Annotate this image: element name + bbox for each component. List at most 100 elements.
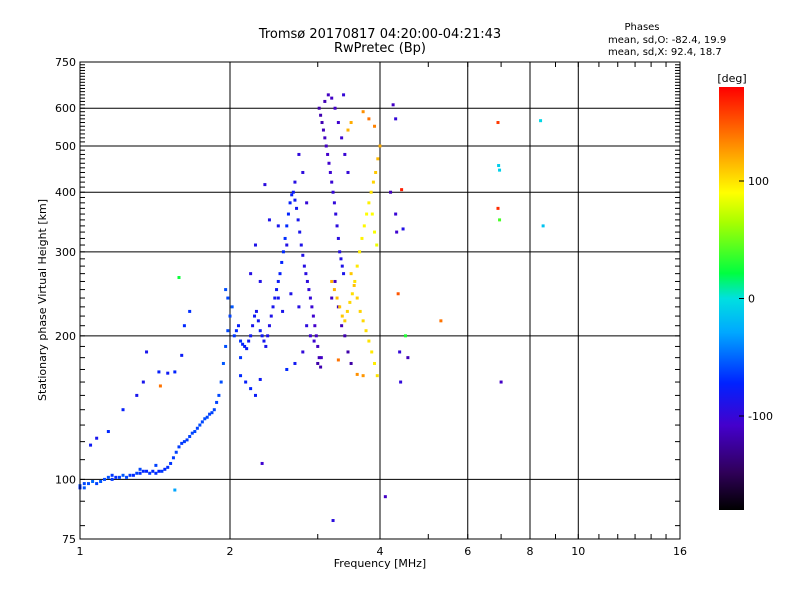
data-point (103, 477, 107, 481)
data-point (362, 224, 366, 228)
data-point (291, 190, 295, 194)
data-point (360, 236, 364, 240)
data-point (340, 136, 344, 140)
data-points (78, 93, 545, 523)
data-point (89, 443, 93, 447)
data-point (200, 420, 204, 424)
y-tick-label: 500 (55, 140, 76, 153)
data-point (185, 438, 189, 442)
data-point (135, 471, 139, 475)
data-point (383, 495, 387, 499)
data-point (336, 121, 340, 125)
data-point (346, 170, 350, 174)
data-point (314, 334, 318, 338)
data-point (331, 190, 335, 194)
data-point (316, 344, 320, 348)
data-point (336, 358, 340, 362)
data-point (299, 243, 303, 247)
data-point (316, 361, 320, 365)
data-point (346, 128, 350, 132)
data-point (317, 106, 321, 110)
data-point (361, 110, 365, 114)
data-point (258, 377, 262, 381)
x-tick-label: 10 (571, 545, 585, 558)
data-point (182, 440, 186, 444)
data-point (394, 212, 398, 216)
data-point (330, 279, 334, 283)
data-point (249, 387, 253, 391)
data-point (375, 243, 379, 247)
colorbar-label: [deg] (717, 72, 746, 85)
colorbar-ticks: 100 0 -100 (739, 175, 773, 423)
chart-title: Tromsø 20170817 04:20:00-04:21:43 (258, 27, 501, 42)
data-point (166, 465, 170, 469)
data-point (311, 314, 315, 318)
data-point (288, 201, 292, 205)
data-point (260, 334, 264, 338)
data-point (224, 344, 228, 348)
data-point (221, 361, 225, 365)
data-point (342, 272, 346, 276)
data-point (371, 180, 375, 184)
data-point (293, 180, 297, 184)
data-point (243, 344, 247, 348)
data-point (297, 305, 301, 309)
stats-x-mode: mean, sd,X: 92.4, 18.7 (608, 47, 722, 58)
data-point (82, 486, 86, 490)
data-point (310, 305, 314, 309)
data-point (338, 250, 342, 254)
stats-o-mode: mean, sd,O: -82.4, 19.9 (608, 35, 726, 46)
data-point (239, 374, 243, 378)
data-point (498, 168, 502, 172)
data-point (355, 296, 359, 300)
y-tick-label: 600 (55, 102, 76, 115)
data-point (312, 339, 316, 343)
data-point (290, 193, 294, 197)
data-point (154, 471, 158, 475)
data-point (269, 314, 273, 318)
data-point (345, 309, 349, 313)
data-point (330, 96, 334, 100)
data-point (141, 469, 145, 473)
data-point (323, 99, 327, 103)
data-point (350, 292, 354, 296)
data-point (307, 288, 311, 292)
data-point (323, 136, 327, 140)
data-point (319, 365, 323, 369)
data-point (369, 190, 373, 194)
data-point (343, 319, 347, 323)
data-point (406, 356, 410, 360)
data-point (394, 117, 398, 121)
data-point (154, 463, 158, 467)
data-point (293, 361, 297, 365)
data-point (301, 253, 305, 257)
data-point (331, 519, 335, 523)
data-point (110, 473, 114, 477)
data-point (244, 380, 248, 384)
data-point (254, 309, 258, 313)
data-point (195, 426, 199, 430)
data-point (260, 461, 264, 465)
data-point (361, 319, 365, 323)
data-point (241, 342, 245, 346)
data-point (319, 113, 323, 117)
data-point (148, 471, 152, 475)
data-point (367, 201, 371, 205)
data-point (95, 436, 99, 440)
data-point (373, 124, 377, 128)
data-point (276, 224, 280, 228)
data-point (160, 469, 164, 473)
data-point (374, 170, 378, 174)
y-tick-label: 400 (55, 186, 76, 199)
data-point (355, 372, 359, 376)
data-point (313, 324, 317, 328)
data-point (358, 250, 362, 254)
data-point (239, 339, 243, 343)
data-point (236, 324, 240, 328)
data-point (339, 257, 343, 261)
data-point (295, 206, 299, 210)
data-point (297, 152, 301, 156)
data-point (278, 272, 282, 276)
data-point (352, 283, 356, 287)
data-point (210, 411, 214, 415)
